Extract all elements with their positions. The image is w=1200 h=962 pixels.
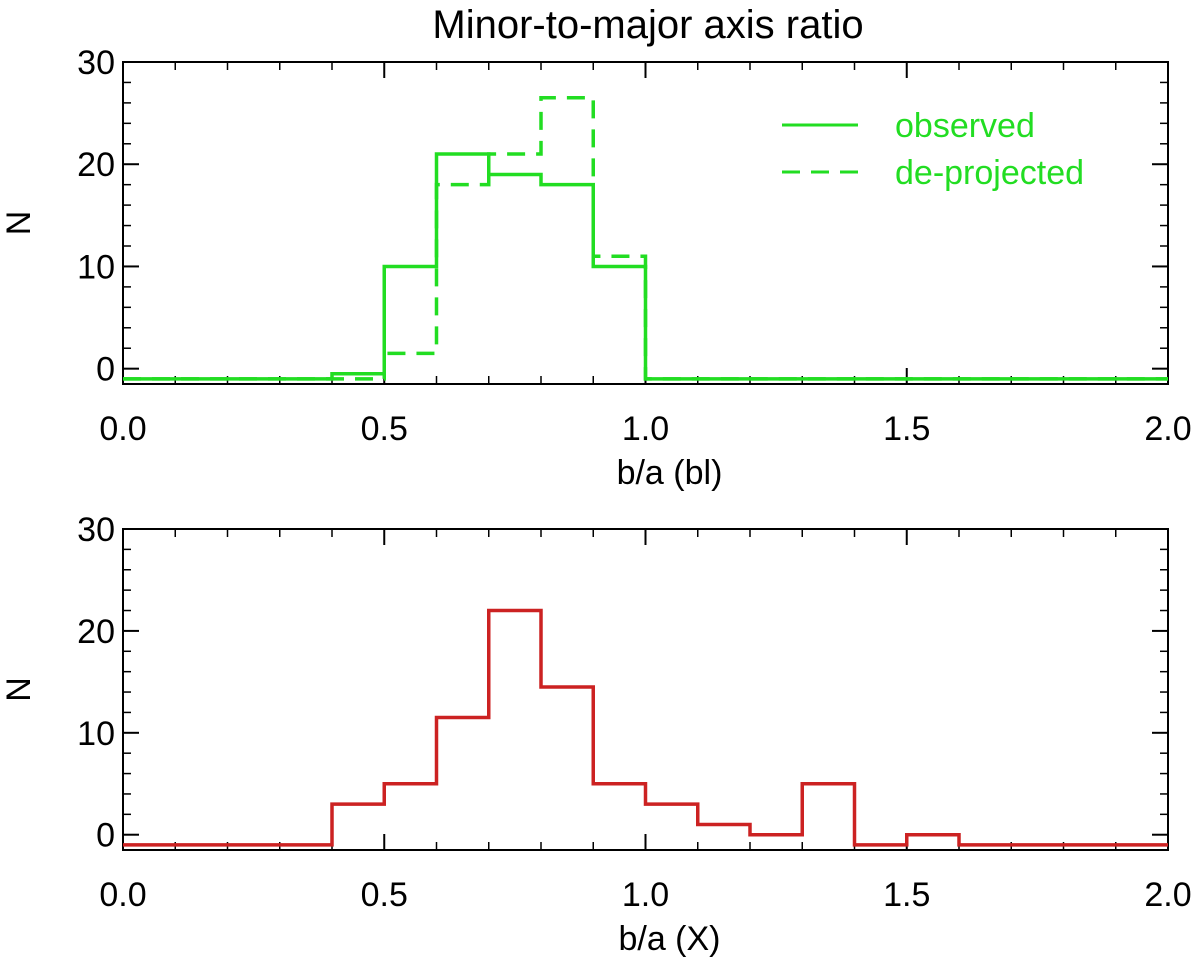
top-x-tick-label: 1.0 — [622, 410, 669, 448]
figure-title: Minor-to-major axis ratio — [432, 3, 863, 47]
top-series-de-projected-line — [123, 96, 1168, 381]
top-x-axis-label: b/a (bl) — [617, 454, 723, 492]
top-y-tick-label: 10 — [77, 248, 115, 286]
legend-label-observed: observed — [895, 107, 1035, 145]
top-y-tick-label: 30 — [77, 44, 115, 82]
legend-label-de-projected: de-projected — [895, 154, 1084, 192]
bottom-x-tick-label: 0.5 — [361, 876, 408, 914]
bottom-y-tick-label: 30 — [77, 511, 115, 549]
top-y-tick-label: 20 — [77, 146, 115, 184]
top-x-tick-label: 0.5 — [361, 410, 408, 448]
top-x-tick-label: 0.0 — [99, 410, 146, 448]
top-x-tick-label: 2.0 — [1144, 410, 1191, 448]
bottom-y-tick-label: 0 — [96, 817, 115, 855]
bottom-series-histogram-line — [123, 608, 1168, 847]
top-y-tick-label: 0 — [96, 351, 115, 389]
bottom-x-tick-label: 1.0 — [622, 876, 669, 914]
top-y-axis-label: N — [0, 211, 38, 236]
top-x-tick-label: 1.5 — [883, 410, 930, 448]
bottom-y-axis-label: N — [0, 677, 38, 702]
bottom-y-tick-label: 20 — [77, 613, 115, 651]
bottom-x-tick-label: 2.0 — [1144, 876, 1191, 914]
bottom-x-tick-label: 1.5 — [883, 876, 930, 914]
bottom-panel-histogram: 0.0 0.5 1.0 1.5 2.0 0 10 20 30 b/a (X) N — [0, 511, 1192, 958]
bottom-y-tick-label: 10 — [77, 715, 115, 753]
bottom-x-axis-label: b/a (X) — [618, 920, 720, 958]
bottom-x-tick-label: 0.0 — [99, 876, 146, 914]
